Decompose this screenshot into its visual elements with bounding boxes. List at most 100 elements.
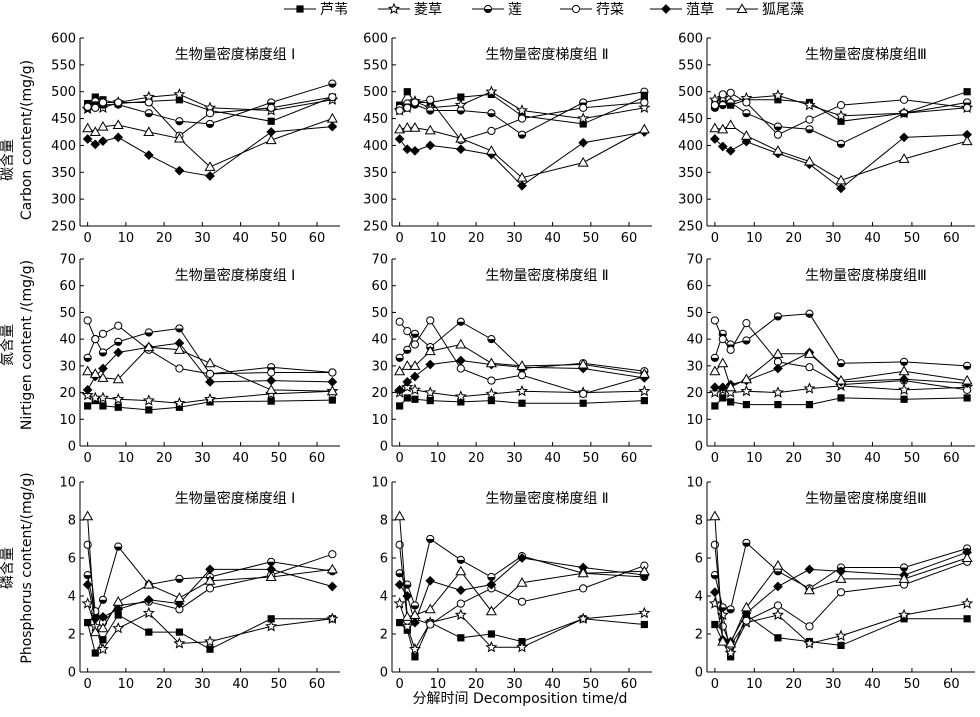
series-狐尾藻 <box>394 122 650 182</box>
carbon-ylabel-en: Carbon content/(mg/g) <box>19 60 35 220</box>
data-point <box>408 642 421 655</box>
data-point <box>774 96 782 104</box>
y-tick-label: 10 <box>371 476 388 491</box>
series-荇菜 <box>83 316 337 378</box>
data-point <box>175 628 184 636</box>
x-tick-label: 10 <box>746 451 763 466</box>
data-point <box>835 573 847 583</box>
x-tick-label: 40 <box>544 231 561 246</box>
data-point <box>517 130 527 139</box>
data-point <box>805 622 814 631</box>
data-point <box>485 85 498 97</box>
data-point <box>425 140 436 151</box>
y-tick-label: 0 <box>380 666 388 681</box>
data-point <box>112 373 124 384</box>
y-tick-label: 0 <box>68 440 76 455</box>
data-point <box>410 145 420 156</box>
data-point <box>487 109 496 118</box>
data-point <box>425 359 436 370</box>
series-line <box>714 124 968 181</box>
x-tick-label: 30 <box>825 677 842 692</box>
y-tick-label: 6 <box>68 552 76 567</box>
y-tick-label: 40 <box>686 333 703 348</box>
data-point <box>772 348 784 358</box>
data-point <box>804 564 815 575</box>
data-point <box>486 579 497 590</box>
data-point <box>725 381 737 392</box>
data-point <box>83 571 92 580</box>
data-point <box>963 615 971 623</box>
data-point <box>409 122 421 132</box>
data-point <box>409 360 421 370</box>
y-tick-label: 350 <box>51 166 76 181</box>
data-point <box>84 619 92 627</box>
data-point <box>836 566 846 577</box>
data-point <box>175 96 184 104</box>
phosphorus-ylabel-cn: 磷含量 <box>0 547 16 589</box>
data-point <box>577 567 589 578</box>
y-tick-label: 500 <box>363 85 388 100</box>
x-tick-label: 30 <box>825 231 842 246</box>
data-point <box>579 584 588 593</box>
data-point <box>454 608 467 621</box>
data-point <box>424 386 437 398</box>
data-point <box>579 389 588 399</box>
x-tick-label: 30 <box>506 231 523 246</box>
y-tick-label: 8 <box>695 514 703 529</box>
data-point <box>740 130 752 140</box>
data-point <box>518 399 526 407</box>
data-point <box>395 569 404 578</box>
data-point <box>962 547 972 558</box>
x-tick-label: 60 <box>621 451 638 466</box>
data-point <box>773 312 783 321</box>
x-tick-label: 50 <box>583 451 600 466</box>
data-point <box>898 365 910 376</box>
data-point <box>805 309 814 318</box>
data-point <box>203 635 217 647</box>
data-point <box>456 364 465 373</box>
carbon-ylabel-cn: 碳含量 <box>0 139 16 181</box>
data-point <box>726 88 735 97</box>
legend-label: 狐尾藻 <box>762 2 804 18</box>
data-point <box>717 141 728 152</box>
data-point <box>204 161 216 171</box>
data-point <box>837 394 845 402</box>
data-point <box>403 103 412 112</box>
x-tick-label: 0 <box>84 677 92 692</box>
data-point <box>112 621 125 634</box>
data-point <box>424 124 436 135</box>
y-tick-label: 350 <box>363 166 388 181</box>
x-tick-label: 60 <box>309 677 326 692</box>
data-point <box>393 597 406 609</box>
x-tick-label: 20 <box>468 677 485 692</box>
y-tick-label: 450 <box>678 112 703 127</box>
data-point <box>394 510 406 521</box>
data-point <box>724 646 737 659</box>
data-point <box>742 336 751 345</box>
data-point <box>409 609 421 620</box>
y-tick-label: 30 <box>59 359 76 374</box>
nitrogen-ylabel-en: Nirtigen content /(mg/g) <box>19 260 35 430</box>
data-point <box>709 122 721 133</box>
data-point <box>516 360 528 370</box>
data-point <box>402 377 413 387</box>
y-tick-label: 500 <box>51 85 76 100</box>
data-point <box>408 383 421 396</box>
data-point <box>97 372 109 382</box>
x-tick-label: 50 <box>271 451 288 466</box>
data-point <box>89 626 101 637</box>
x-tick-label: 10 <box>430 451 447 466</box>
data-point <box>710 134 720 144</box>
data-point <box>835 174 847 185</box>
series-芦苇 <box>84 611 336 657</box>
data-point <box>144 98 153 107</box>
data-point <box>145 406 153 414</box>
data-point <box>485 640 498 653</box>
legend-marker <box>571 4 581 14</box>
legend-item: 菱草 <box>378 2 442 18</box>
data-point <box>577 156 589 167</box>
legend-label: 菱草 <box>414 2 442 18</box>
data-point <box>718 335 727 344</box>
y-tick-label: 4 <box>695 590 703 605</box>
data-point <box>114 337 123 346</box>
